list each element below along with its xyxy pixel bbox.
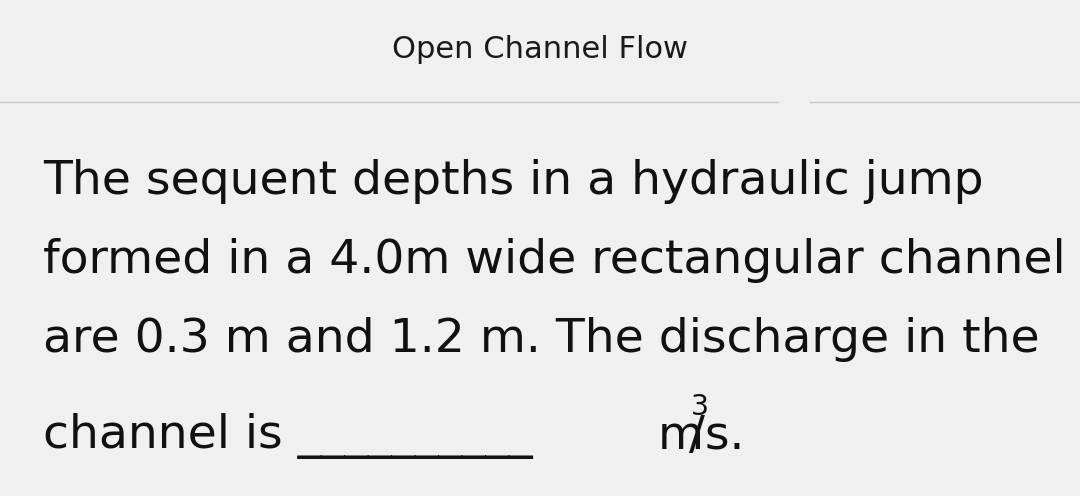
Text: The sequent depths in a hydraulic jump: The sequent depths in a hydraulic jump bbox=[43, 159, 984, 203]
Text: /s.: /s. bbox=[689, 414, 744, 459]
Text: 3: 3 bbox=[691, 393, 710, 421]
Text: formed in a 4.0m wide rectangular channel: formed in a 4.0m wide rectangular channe… bbox=[43, 238, 1066, 283]
Text: Open Channel Flow: Open Channel Flow bbox=[392, 35, 688, 64]
Text: are 0.3 m and 1.2 m. The discharge in the: are 0.3 m and 1.2 m. The discharge in th… bbox=[43, 317, 1040, 362]
Text: channel is __________: channel is __________ bbox=[43, 414, 532, 459]
Text: m: m bbox=[658, 414, 704, 459]
